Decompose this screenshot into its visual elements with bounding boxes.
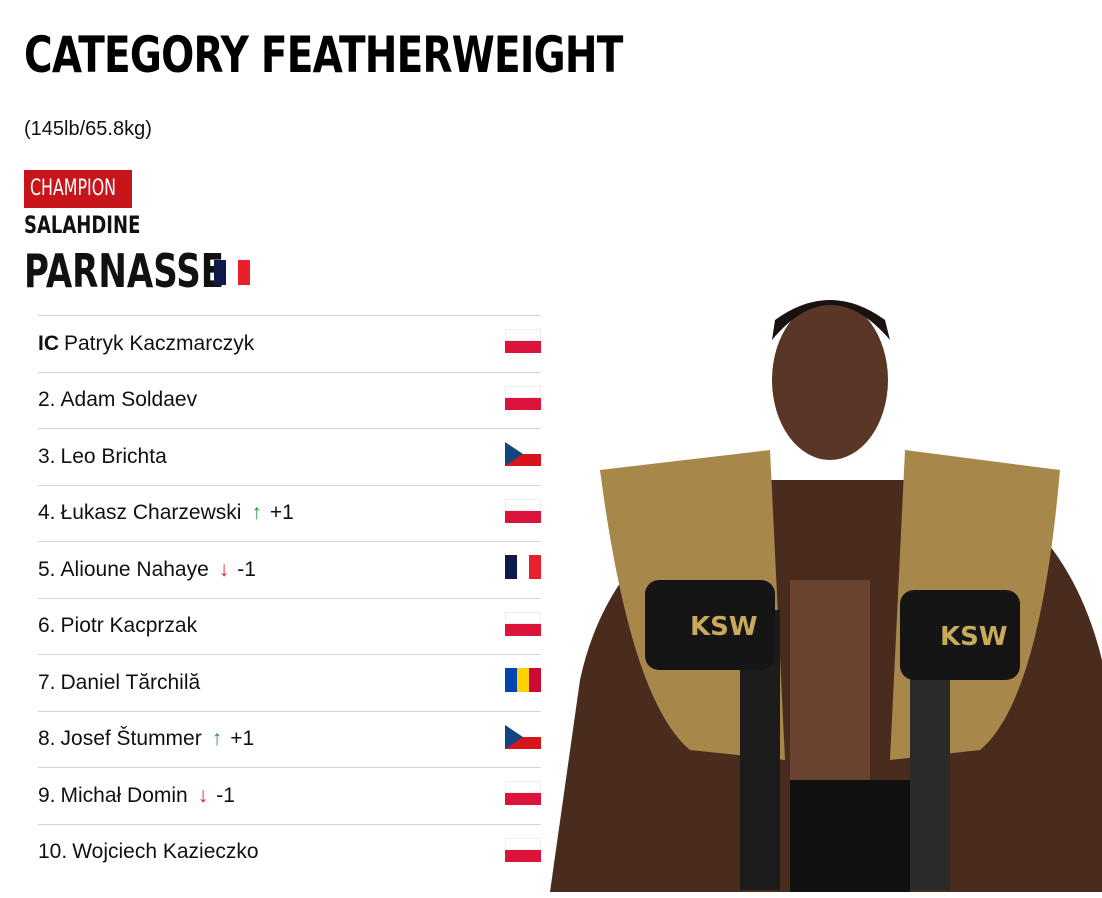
poland-flag-icon (505, 781, 541, 805)
ranking-row[interactable]: IC Patryk Kaczmarczyk (38, 315, 541, 372)
poland-flag-icon (505, 498, 541, 523)
czechia-flag-icon (505, 442, 541, 466)
fighter-name[interactable]: Łukasz Charzewski (60, 501, 242, 525)
ranking-row[interactable]: 3. Leo Brichta (38, 428, 541, 485)
glove-logo: KSW (690, 612, 758, 642)
rank: 10. (38, 840, 68, 864)
czechia-flag-icon (505, 724, 541, 749)
rank: 7. (38, 670, 56, 694)
poland-flag-icon (505, 385, 541, 410)
weight-limit: (145lb/65.8kg) (24, 118, 152, 140)
rank: IC (38, 331, 59, 355)
ranking-row[interactable]: 8. Josef Štummer ↑ +1 (38, 710, 541, 768)
fighter-name[interactable]: Daniel Tărchilă (60, 670, 201, 694)
champion-badge: CHAMPION (24, 170, 132, 208)
rank-change: +1 (269, 501, 294, 525)
fighter-name[interactable]: Josef Štummer (60, 727, 202, 751)
fighter-name[interactable]: Alioune Nahaye (60, 557, 209, 581)
rank-change: -1 (237, 557, 256, 581)
ranking-row[interactable]: 7. Daniel Tărchilă (38, 654, 541, 711)
france-flag-icon (505, 555, 541, 579)
glove-logo: KSW (940, 622, 1008, 652)
rank-change: +1 (230, 727, 255, 751)
moldova-flag-icon (505, 668, 541, 692)
rank: 3. (38, 444, 56, 468)
arrow-down-icon: ↓ (197, 783, 209, 807)
fighter-name[interactable]: Adam Soldaev (60, 388, 198, 412)
arrow-up-icon: ↑ (211, 727, 223, 751)
poland-flag-icon (505, 611, 541, 636)
rank: 9. (38, 783, 56, 807)
rank: 5. (38, 557, 56, 581)
rank-change: -1 (216, 783, 235, 807)
rank: 8. (38, 727, 56, 751)
rank: 2. (38, 388, 56, 412)
poland-flag-icon (505, 329, 541, 353)
champion-last-name[interactable]: PARNASSE (24, 244, 224, 298)
rank: 6. (38, 614, 56, 638)
fighter-name[interactable]: Michał Domin (60, 783, 188, 807)
ranking-row[interactable]: 10. Wojciech Kazieczko (38, 823, 541, 881)
page-title: CATEGORY FEATHERWEIGHT (24, 26, 623, 84)
ranking-row[interactable]: 5. Alioune Nahaye ↓ -1 (38, 541, 541, 598)
ranking-row[interactable]: 9. Michał Domin ↓ -1 (38, 767, 541, 824)
ranking-row[interactable]: 6. Piotr Kacprzak (38, 597, 541, 655)
rankings-list: IC Patryk Kaczmarczyk 2. Adam Soldaev 3. Leo … (38, 315, 541, 880)
champion-photo: KSW KSW (550, 300, 1102, 892)
fighter-name[interactable]: Leo Brichta (60, 444, 167, 468)
fighter-name[interactable]: Wojciech Kazieczko (72, 840, 259, 864)
ranking-row[interactable]: 4. Łukasz Charzewski ↑ +1 (38, 484, 541, 542)
fighter-name[interactable]: Piotr Kacprzak (60, 614, 198, 638)
poland-flag-icon (505, 837, 541, 862)
champion-first-name[interactable]: SALAHDINE (24, 211, 141, 239)
ranking-row[interactable]: 2. Adam Soldaev (38, 371, 541, 429)
france-flag-icon (214, 260, 250, 285)
arrow-down-icon: ↓ (218, 557, 230, 581)
arrow-up-icon: ↑ (251, 501, 262, 525)
rank: 4. (38, 501, 56, 525)
fighter-name[interactable]: Patryk Kaczmarczyk (64, 331, 255, 355)
